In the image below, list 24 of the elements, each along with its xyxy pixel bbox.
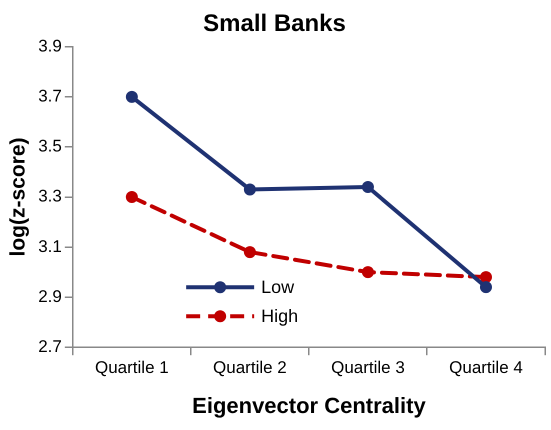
y-tick-label: 3.9 — [38, 36, 62, 56]
x-tick-label: Quartile 4 — [449, 358, 523, 378]
legend-label: High — [261, 306, 298, 326]
point — [362, 180, 374, 193]
point — [480, 281, 492, 294]
x-tick-label: Quartile 2 — [213, 358, 287, 378]
y-axis-title: log(z-score) — [6, 137, 30, 257]
y-tick-label: 2.9 — [38, 286, 62, 306]
x-tick-label: Quartile 3 — [331, 358, 405, 378]
point — [244, 246, 256, 258]
chart-title: Small Banks — [203, 10, 346, 38]
point — [126, 90, 138, 103]
x-axis-title: Eigenvector Centrality — [192, 392, 426, 418]
legend-label: Low — [261, 277, 296, 298]
x-tick-label: Quartile 1 — [95, 358, 169, 378]
point — [126, 191, 138, 203]
point — [362, 266, 374, 278]
y-tick-label: 2.7 — [38, 336, 62, 356]
y-tick-label: 3.3 — [38, 186, 62, 206]
y-tick-label: 3.1 — [38, 236, 62, 256]
point — [244, 183, 256, 196]
y-tick-label: 3.5 — [38, 136, 62, 156]
y-tick-label: 3.7 — [38, 86, 62, 106]
point — [480, 271, 492, 284]
